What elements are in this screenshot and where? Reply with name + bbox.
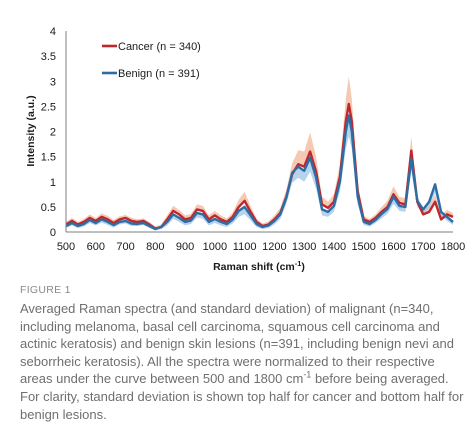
y-tick-label-1: 1	[50, 177, 56, 189]
y-tick-label-0: 0	[50, 227, 56, 239]
x-axis-label-sup: -1	[295, 259, 302, 268]
x-tick-label-1300: 1300	[292, 241, 316, 253]
figure-caption-text: Averaged Raman spectra (and standard dev…	[20, 300, 466, 423]
y-tick-label-4: 4	[50, 26, 56, 38]
y-tick-labels: 0 0.5 1 1.5 2 2.5 3 3.5 4	[41, 26, 56, 239]
figure-caption: FIGURE 1 Averaged Raman spectra (and sta…	[20, 284, 466, 423]
x-tick-label-1500: 1500	[351, 241, 375, 253]
x-tick-label-1800: 1800	[441, 241, 465, 253]
y-tick-label-1-5: 1.5	[41, 152, 56, 164]
x-tick-label-500: 500	[57, 241, 75, 253]
x-tick-label-600: 600	[87, 241, 105, 253]
spectra-lines	[65, 102, 454, 231]
legend-label-benign: Benign (n = 391)	[118, 68, 200, 80]
sd-bands	[66, 76, 453, 231]
cancer-series-line	[65, 102, 454, 230]
benign-series-line	[65, 114, 454, 231]
cancer-sd-band	[66, 76, 453, 229]
y-tick-label-2-5: 2.5	[41, 101, 56, 113]
benign-sd-band	[66, 115, 453, 231]
x-tick-label-1700: 1700	[411, 241, 435, 253]
axes	[65, 31, 453, 233]
legend-label-cancer: Cancer (n = 340)	[118, 41, 201, 53]
caption-text-sup: -1	[303, 370, 312, 381]
figure-label: FIGURE 1	[20, 284, 71, 296]
x-tick-label-1600: 1600	[381, 241, 405, 253]
raman-spectra-chart: 500 600 700 800 900 1000 1100 1200 1300 1400 1500 1…	[25, 26, 465, 273]
x-tick-label-700: 700	[116, 241, 134, 253]
x-tick-labels: 500 600 700 800 900 1000 1100 1200 1300 1400 1500 1…	[57, 241, 465, 253]
y-axis-label: Intensity (a.u.)	[25, 95, 37, 166]
x-axis-label-tail: )	[301, 261, 305, 273]
caption-text-tail: before being averaged. For clarity, stan…	[20, 371, 464, 422]
x-tick-label-900: 900	[176, 241, 194, 253]
caption-text-main: Averaged Raman spectra (and standard dev…	[20, 301, 454, 387]
x-axis-label: Raman shift (cm-1)	[213, 259, 305, 273]
y-tick-label-3: 3	[50, 76, 56, 88]
x-tick-label-1400: 1400	[322, 241, 346, 253]
x-tick-label-1200: 1200	[262, 241, 286, 253]
x-tick-label-1000: 1000	[203, 241, 227, 253]
legend: Cancer (n = 340) Benign (n = 391)	[102, 41, 201, 80]
y-tick-label-0-5: 0.5	[41, 202, 56, 214]
y-tick-label-2: 2	[50, 127, 56, 139]
y-tick-label-3-5: 3.5	[41, 51, 56, 63]
x-tick-label-1100: 1100	[233, 241, 257, 253]
x-tick-label-800: 800	[146, 241, 164, 253]
